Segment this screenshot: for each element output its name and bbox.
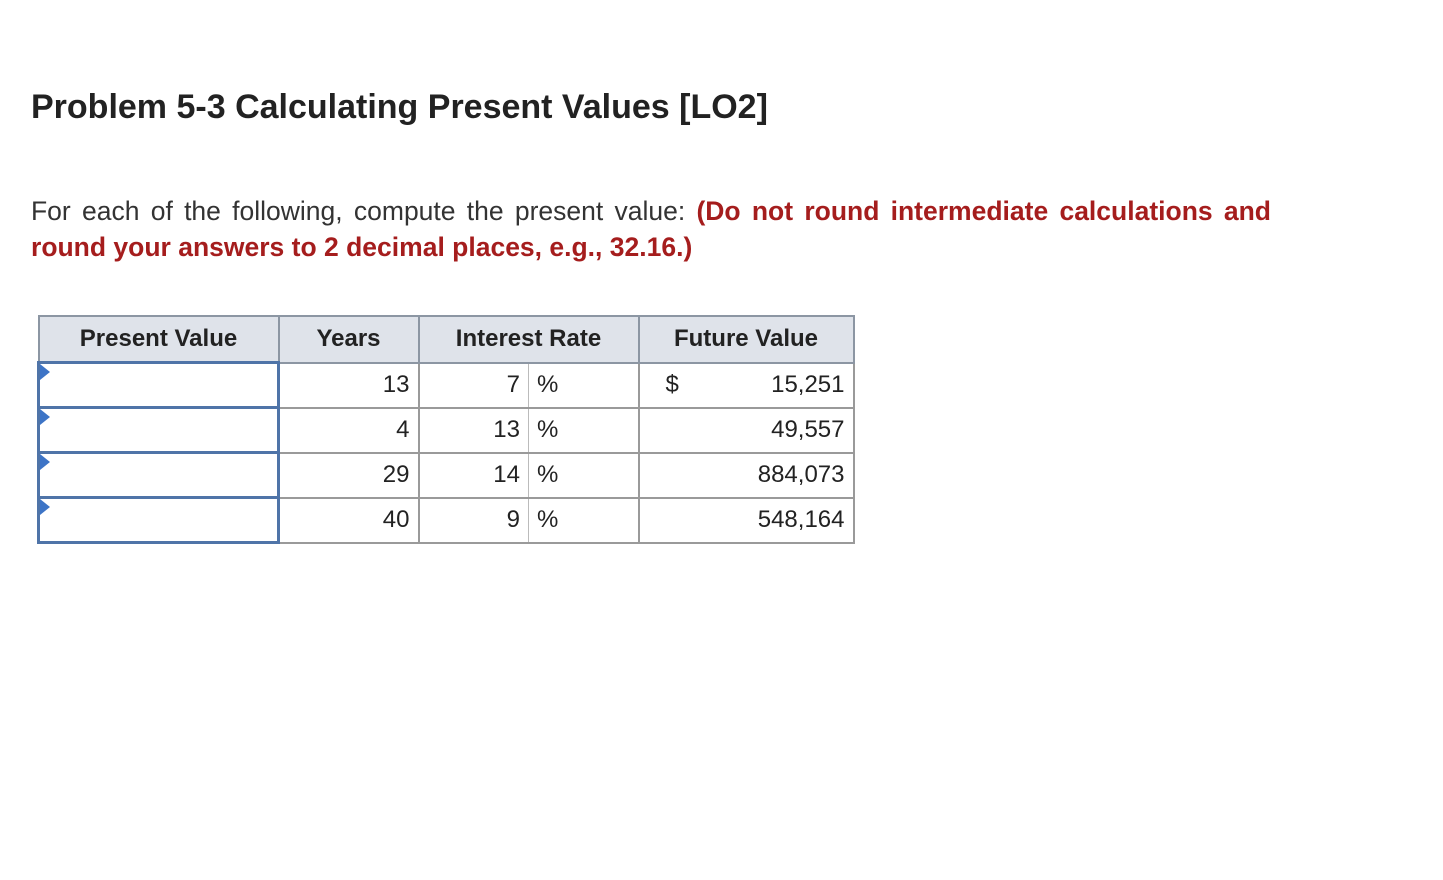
header-interest-rate: Interest Rate	[417, 315, 640, 364]
present-value-input[interactable]	[40, 409, 277, 451]
present-value-cell[interactable]	[37, 361, 280, 409]
present-value-table: Present Value Years Interest Rate Future…	[37, 315, 855, 544]
header-years: Years	[277, 315, 420, 364]
header-future-value: Future Value	[637, 315, 855, 364]
years-cell: 40	[277, 496, 420, 544]
interest-rate-cell: 7	[417, 361, 529, 409]
table-header-row: Present Value Years Interest Rate Future…	[37, 315, 855, 364]
years-cell: 4	[277, 406, 420, 454]
present-value-input[interactable]	[40, 364, 277, 406]
instructions: For each of the following, compute the p…	[31, 193, 1271, 265]
table-row: 40 9 % 548,164	[37, 496, 855, 544]
currency-symbol: $	[637, 361, 699, 409]
future-value-cell: 15,251	[698, 361, 855, 409]
percent-sign: %	[528, 496, 640, 544]
table-row: 4 13 % 49,557	[37, 406, 855, 454]
future-value-cell: 49,557	[698, 406, 855, 454]
years-cell: 29	[277, 451, 420, 499]
currency-cell-empty	[637, 451, 699, 499]
interest-rate-cell: 14	[417, 451, 529, 499]
currency-cell-empty	[637, 406, 699, 454]
table-row: 29 14 % 884,073	[37, 451, 855, 499]
interest-rate-cell: 9	[417, 496, 529, 544]
percent-sign: %	[528, 361, 640, 409]
years-cell: 13	[277, 361, 420, 409]
problem-title: Problem 5-3 Calculating Present Values […	[31, 88, 768, 126]
present-value-cell[interactable]	[37, 496, 280, 544]
present-value-cell[interactable]	[37, 406, 280, 454]
present-value-input[interactable]	[40, 499, 277, 541]
currency-cell-empty	[637, 496, 699, 544]
present-value-cell[interactable]	[37, 451, 280, 499]
percent-sign: %	[528, 451, 640, 499]
future-value-cell: 548,164	[698, 496, 855, 544]
instruction-text: For each of the following, compute the p…	[31, 196, 686, 226]
rounding-note: (Do not round intermediate calculations …	[31, 196, 1271, 262]
percent-sign: %	[528, 406, 640, 454]
interest-rate-cell: 13	[417, 406, 529, 454]
future-value-cell: 884,073	[698, 451, 855, 499]
present-value-input[interactable]	[40, 454, 277, 496]
header-present-value: Present Value	[37, 315, 280, 364]
table-row: 13 7 % $ 15,251	[37, 361, 855, 409]
